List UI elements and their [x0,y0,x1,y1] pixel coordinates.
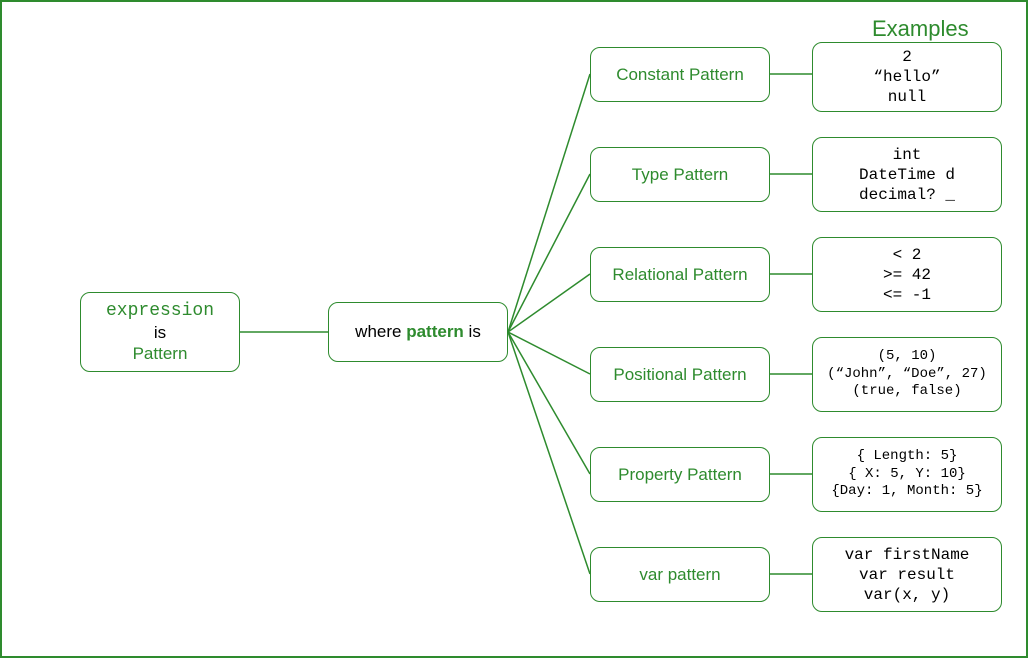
examples-node: (5, 10)(“John”, “Doe”, 27)(true, false) [812,337,1002,412]
example-line: 2 [902,47,912,67]
mid-line: where pattern is [355,321,481,343]
example-line: int [893,145,922,165]
mid-seg-1: where [355,322,406,341]
root-node: expression is Pattern [80,292,240,372]
examples-header: Examples [872,16,969,42]
example-line: decimal? _ [859,185,955,205]
mid-node: where pattern is [328,302,508,362]
examples-node: 2“hello”null [812,42,1002,112]
example-line: >= 42 [883,265,931,285]
pattern-label: Type Pattern [632,164,728,185]
example-line: (5, 10) [878,348,937,366]
example-line: (“John”, “Doe”, 27) [827,366,987,384]
example-line: < 2 [893,245,922,265]
examples-node: < 2>= 42<= -1 [812,237,1002,312]
pattern-label: Constant Pattern [616,64,744,85]
root-line-2: is [154,322,166,343]
example-line: { X: 5, Y: 10} [848,466,966,484]
example-line: (true, false) [852,383,961,401]
pattern-label: Property Pattern [618,464,742,485]
pattern-node: Type Pattern [590,147,770,202]
pattern-label: Positional Pattern [613,364,746,385]
root-line-3: Pattern [133,343,188,364]
root-line-1: expression [106,300,214,323]
example-line: { Length: 5} [857,448,958,466]
example-line: var result [859,565,955,585]
examples-node: { Length: 5}{ X: 5, Y: 10}{Day: 1, Month… [812,437,1002,512]
diagram-canvas: Examples expression is Pattern where pat… [0,0,1028,658]
example-line: var(x, y) [864,585,950,605]
example-line: “hello” [873,67,940,87]
pattern-node: var pattern [590,547,770,602]
pattern-label: Relational Pattern [612,264,747,285]
pattern-node: Property Pattern [590,447,770,502]
mid-seg-3: is [464,322,481,341]
pattern-node: Positional Pattern [590,347,770,402]
examples-node: intDateTime ddecimal? _ [812,137,1002,212]
example-line: <= -1 [883,285,931,305]
example-line: var firstName [845,545,970,565]
example-line: DateTime d [859,165,955,185]
example-line: null [888,87,926,107]
examples-node: var firstNamevar resultvar(x, y) [812,537,1002,612]
pattern-node: Relational Pattern [590,247,770,302]
mid-seg-2: pattern [406,322,464,341]
pattern-label: var pattern [639,564,720,585]
example-line: {Day: 1, Month: 5} [831,483,982,501]
pattern-node: Constant Pattern [590,47,770,102]
